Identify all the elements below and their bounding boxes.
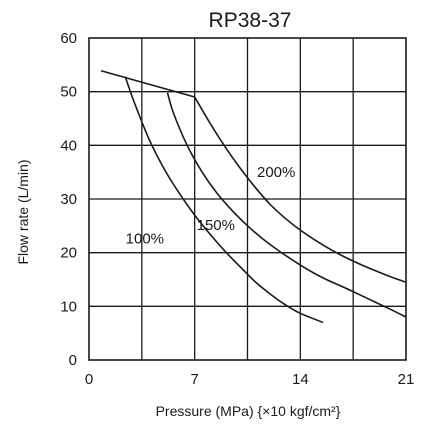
- grid: [89, 38, 406, 360]
- x-tick-label: 0: [85, 371, 93, 388]
- chart-title: RP38-37: [209, 9, 292, 32]
- y-tick-label: 50: [60, 84, 77, 101]
- curve-label: 200%: [257, 164, 295, 181]
- x-axis-label: Pressure (MPa) {×10 kgf/cm²}: [156, 403, 341, 419]
- curves: [100, 69, 407, 324]
- plot-frame: [88, 37, 407, 361]
- x-tick-label: 21: [398, 371, 415, 388]
- curve-label: 150%: [197, 217, 235, 234]
- curve-200-percent: [193, 96, 407, 283]
- curve-150-percent: [166, 92, 407, 318]
- y-axis-label: Flow rate (L/min): [15, 159, 31, 264]
- y-tick-label: 30: [60, 191, 77, 208]
- y-tick-label: 40: [60, 137, 77, 154]
- curve-100-percent: [124, 76, 324, 324]
- curve-labels: 100% 150% 200%: [126, 164, 296, 248]
- curve-label: 100%: [126, 231, 164, 248]
- y-tick-label: 10: [60, 298, 77, 315]
- y-tick-label: 60: [60, 30, 77, 47]
- x-tick-label: 14: [292, 371, 309, 388]
- y-tick-label: 20: [60, 245, 77, 262]
- y-tick-labels: 0 10 20 30 40 50 60: [60, 30, 77, 369]
- x-tick-label: 7: [190, 371, 198, 388]
- y-tick-label: 0: [69, 352, 77, 369]
- x-tick-labels: 0 7 14 21: [85, 371, 415, 388]
- envelope-line: [100, 69, 195, 98]
